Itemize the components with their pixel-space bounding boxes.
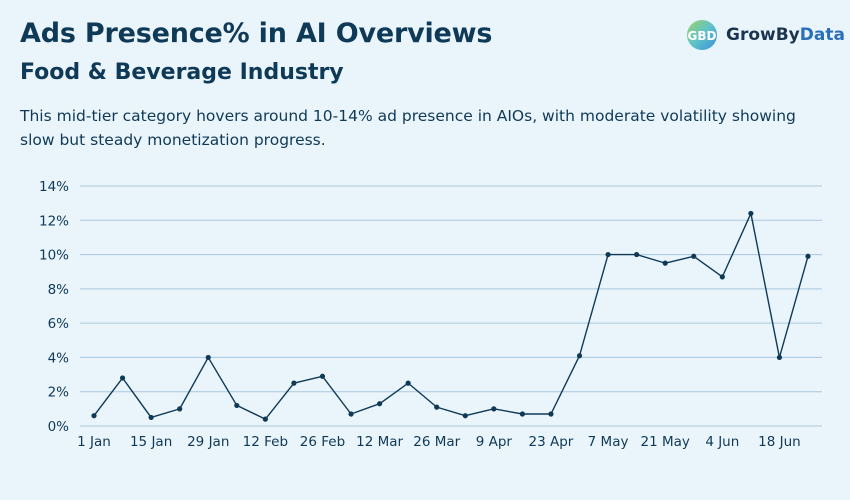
chart-subtitle: Food & Beverage Industry [20, 60, 344, 85]
data-point [605, 251, 611, 258]
x-tick-label: 15 Jan [130, 434, 172, 450]
data-point [377, 401, 383, 407]
data-point [119, 375, 126, 381]
data-point [262, 416, 268, 422]
data-point [148, 414, 154, 421]
data-point [548, 411, 554, 417]
series-line [93, 212, 809, 420]
data-point [805, 253, 811, 259]
x-tick-label: 18 Jun [758, 434, 801, 450]
y-tick-label: 14% [39, 179, 69, 195]
data-point [462, 413, 468, 419]
x-tick-label: 12 Feb [243, 434, 288, 450]
x-tick-label: 9 Apr [476, 434, 513, 450]
data-point [519, 411, 526, 417]
data-point [634, 251, 640, 258]
data-point [719, 274, 725, 280]
y-tick-label: 12% [39, 213, 69, 229]
y-tick-label: 2% [48, 385, 70, 401]
x-tick-label: 29 Jan [187, 434, 229, 450]
data-point [405, 380, 411, 386]
data-point [348, 411, 354, 417]
data-point [91, 413, 97, 419]
data-point [491, 406, 497, 412]
data-point [319, 373, 326, 379]
brand-name-part2: Data [799, 25, 845, 45]
x-tick-label: 7 May [588, 434, 629, 450]
brand: GBD GrowByData [686, 19, 845, 51]
x-tick-label: 12 Mar [356, 434, 403, 450]
data-point [691, 253, 697, 259]
y-tick-label: 10% [39, 248, 69, 264]
data-point [291, 380, 297, 386]
chart-description: This mid-tier category hovers around 10-… [20, 107, 796, 149]
data-point [576, 353, 583, 359]
brand-logo-letters: GBD [688, 29, 717, 43]
growbydata-logo-icon: GBD [687, 20, 717, 50]
y-tick-label: 0% [48, 419, 70, 435]
y-tick-label: 8% [48, 282, 70, 298]
data-point [662, 260, 668, 266]
data-point [177, 406, 183, 412]
brand-name-part1: GrowBy [726, 25, 800, 45]
x-tick-label: 1 Jan [77, 434, 111, 450]
data-point [434, 404, 440, 410]
x-tick-label: 23 Apr [529, 434, 574, 450]
data-point [205, 354, 211, 361]
y-tick-label: 6% [48, 316, 70, 332]
chart-title: Ads Presence% in AI Overviews [20, 18, 493, 49]
brand-name: GrowByData [726, 25, 845, 45]
x-tick-label: 4 Jun [705, 434, 739, 450]
x-tick-label: 21 May [641, 434, 690, 450]
x-tick-label: 26 Feb [300, 434, 345, 450]
y-tick-label: 4% [48, 350, 70, 366]
data-point [748, 210, 754, 217]
x-tick-label: 26 Mar [413, 434, 460, 450]
data-point [776, 354, 783, 361]
data-point [234, 402, 240, 409]
